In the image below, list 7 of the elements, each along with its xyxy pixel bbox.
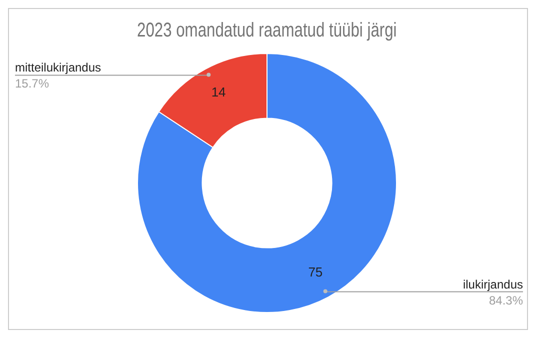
text: 15.7% — [15, 76, 50, 91]
data-label: 75 — [308, 264, 323, 280]
data-label: 14 — [211, 84, 226, 100]
text: 84.3% — [488, 293, 524, 308]
slice-label: ilukirjandus — [462, 277, 523, 292]
chart-title: 2023 omandatud raamatud tüübi järgi — [137, 18, 397, 41]
slice-label: mitteilukirjandus — [15, 60, 102, 75]
